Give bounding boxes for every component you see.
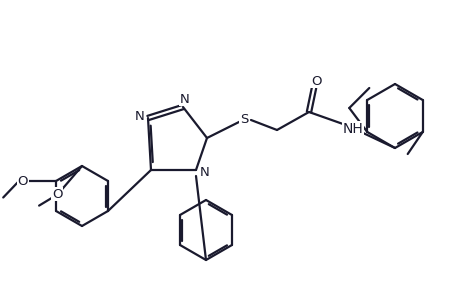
Text: S: S <box>240 113 248 125</box>
Text: N: N <box>135 110 145 122</box>
Text: O: O <box>18 174 28 188</box>
Text: N: N <box>200 166 210 178</box>
Text: NH: NH <box>343 122 363 136</box>
Text: O: O <box>311 74 321 88</box>
Text: O: O <box>52 188 62 201</box>
Text: N: N <box>180 92 190 106</box>
